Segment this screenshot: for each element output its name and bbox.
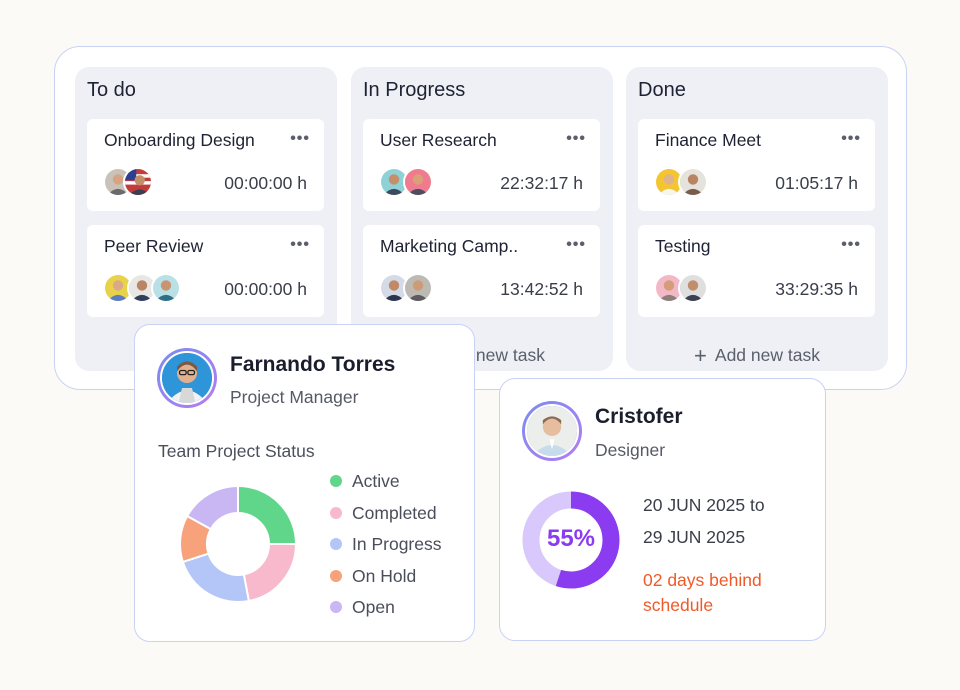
column-title: To do (87, 79, 136, 101)
task-title: Testing (655, 236, 711, 256)
legend-item: In Progress (330, 534, 441, 566)
column-title: Done (638, 79, 686, 101)
task-timer: 01:05:17 h (775, 173, 858, 193)
avatar (678, 167, 708, 197)
legend-label: In Progress (352, 534, 442, 554)
profile-name: Farnando Torres (230, 353, 396, 376)
column-todo: To do Onboarding Design ••• 00:00:00 h P… (75, 67, 337, 371)
donut-slice-in-progress (181, 552, 251, 603)
kanban-board: To do Onboarding Design ••• 00:00:00 h P… (54, 46, 907, 390)
avatar (678, 273, 708, 303)
task-card[interactable]: User Research ••• 22:32:17 h (363, 119, 600, 211)
ellipsis-icon[interactable]: ••• (290, 130, 310, 147)
task-title: Marketing Camp.. (380, 236, 519, 256)
ellipsis-icon[interactable]: ••• (841, 236, 861, 253)
avatar (151, 273, 181, 303)
task-title: User Research (380, 130, 497, 150)
designer-card: Cristofer Designer 55% 20 JUN 2025 to 29… (499, 378, 826, 641)
schedule-status: 02 days behind schedule (643, 570, 762, 615)
task-title: Peer Review (104, 236, 204, 256)
legend-dot (330, 601, 342, 613)
avatar (103, 167, 133, 197)
donut-slice-completed (242, 543, 298, 603)
task-card[interactable]: Testing ••• 33:29:35 h (638, 225, 875, 317)
task-card[interactable]: Peer Review ••• 00:00:00 h (87, 225, 324, 317)
task-timer: 00:00:00 h (224, 279, 307, 299)
add-task-label: Add new task (714, 345, 820, 365)
task-timer: 22:32:17 h (500, 173, 583, 193)
legend-label: Open (352, 597, 395, 617)
legend-dot (330, 569, 342, 582)
designer-name: Cristofer (595, 405, 683, 428)
add-new-task-button[interactable]: + Add new task (626, 343, 888, 369)
profile-role: Project Manager (230, 387, 359, 407)
task-card[interactable]: Finance Meet ••• 01:05:17 h (638, 119, 875, 211)
task-timer: 00:00:00 h (224, 173, 307, 193)
progress-percent: 55% (546, 525, 596, 552)
plus-icon: + (694, 343, 707, 368)
avatar (403, 167, 433, 197)
column-in-progress: In Progress User Research ••• 22:32:17 h… (351, 67, 613, 371)
task-timer: 13:42:52 h (500, 279, 583, 299)
avatar (522, 401, 582, 461)
designer-role: Designer (595, 440, 666, 460)
legend-dot (330, 506, 342, 519)
ellipsis-icon[interactable]: ••• (566, 236, 586, 253)
legend-label: Completed (352, 502, 437, 523)
legend-label: On Hold (352, 565, 417, 586)
legend-label: Active (352, 471, 400, 491)
legend-item: Completed (330, 503, 441, 535)
legend-dot (330, 475, 342, 487)
column-title: In Progress (363, 79, 466, 101)
avatar (123, 167, 153, 197)
progress-arc (522, 491, 620, 589)
task-timer: 33:29:35 h (775, 279, 858, 299)
legend-item: Open (330, 597, 441, 629)
donut-slice-open (185, 484, 239, 531)
date-to: 29 JUN 2025 (643, 527, 746, 547)
avatar (403, 273, 433, 303)
task-card[interactable]: Onboarding Design ••• 00:00:00 h (87, 119, 324, 211)
team-status-card: Farnando Torres Project Manager Team Pro… (134, 324, 475, 642)
status-donut-chart (179, 484, 298, 603)
legend-item: Active (330, 471, 441, 503)
ellipsis-icon[interactable]: ••• (290, 236, 310, 253)
avatar (379, 167, 409, 197)
legend-dot (330, 538, 342, 550)
avatar (157, 348, 217, 408)
progress-ring (522, 491, 620, 589)
task-card[interactable]: Marketing Camp.. ••• 13:42:52 h (363, 225, 600, 317)
chart-legend: Active Completed In Progress On Hold Open (330, 471, 441, 629)
column-done: Done Finance Meet ••• 01:05:17 h Testing… (626, 67, 888, 371)
ellipsis-icon[interactable]: ••• (841, 130, 861, 147)
legend-item: On Hold (330, 566, 441, 598)
ellipsis-icon[interactable]: ••• (566, 130, 586, 147)
task-title: Onboarding Design (104, 130, 255, 150)
date-from: 20 JUN 2025 to (643, 495, 765, 515)
donut-slice-active (237, 484, 298, 545)
task-title: Finance Meet (655, 130, 762, 150)
status-title: Team Project Status (158, 441, 315, 461)
